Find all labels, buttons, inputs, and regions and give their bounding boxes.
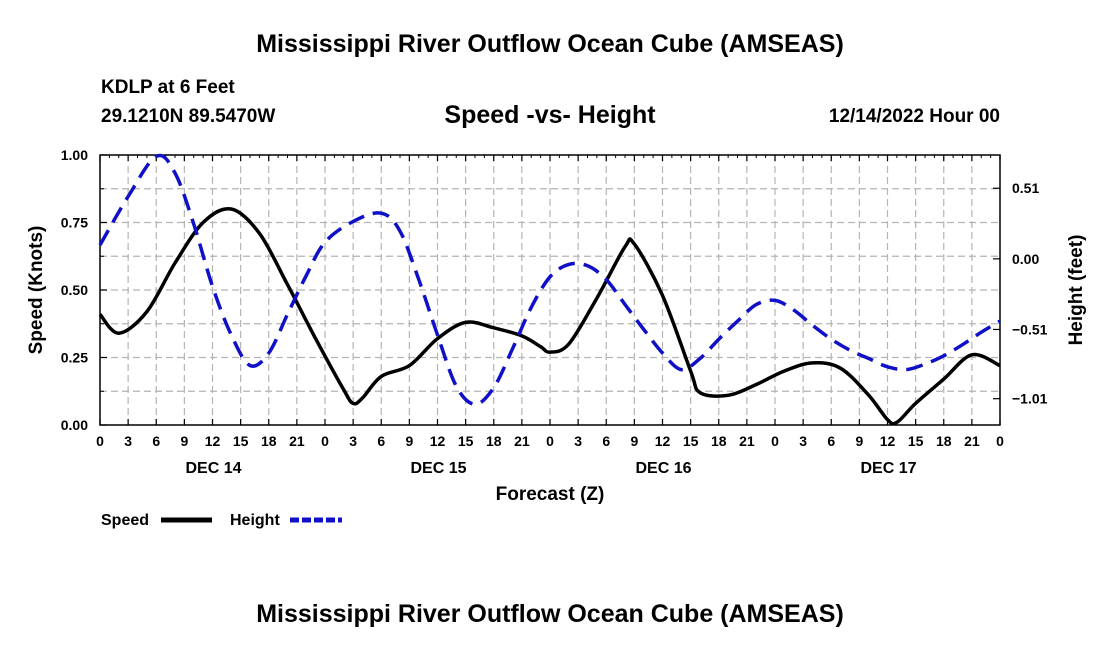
day-label: DEC 16 bbox=[635, 460, 691, 477]
grid-lines bbox=[100, 155, 1000, 425]
x-tick-label: 3 bbox=[574, 433, 582, 449]
y2-tick-label: 0.51 bbox=[1012, 180, 1039, 196]
coordinates-label: 29.1210N 89.5470W bbox=[101, 106, 276, 127]
x-tick-label: 15 bbox=[458, 433, 474, 449]
y-axis-label: Speed (Knots) bbox=[26, 226, 47, 355]
x-axis-label: Forecast (Z) bbox=[496, 484, 605, 505]
legend-speed-label: Speed bbox=[101, 512, 149, 529]
y2-tick-label: −1.01 bbox=[1012, 391, 1048, 407]
x-tick-label: 0 bbox=[546, 433, 554, 449]
x-tick-label: 0 bbox=[996, 433, 1004, 449]
x-tick-label: 18 bbox=[486, 433, 502, 449]
x-tick-label: 21 bbox=[289, 433, 305, 449]
x-tick-label: 15 bbox=[908, 433, 924, 449]
x-tick-label: 12 bbox=[880, 433, 896, 449]
x-tick-label: 18 bbox=[936, 433, 952, 449]
speed-series-line bbox=[98, 206, 1001, 426]
day-label: DEC 15 bbox=[410, 460, 466, 477]
y-tick-label: 0.75 bbox=[61, 215, 88, 231]
x-tick-label: 0 bbox=[96, 433, 104, 449]
x-tick-label: 12 bbox=[430, 433, 446, 449]
y2-axis-label: Height (feet) bbox=[1066, 235, 1087, 346]
y-tick-label: 0.50 bbox=[61, 282, 88, 298]
height-series-line bbox=[98, 153, 1001, 406]
series-lines bbox=[98, 153, 1001, 426]
legend-height-label: Height bbox=[230, 512, 280, 529]
x-tick-label: 9 bbox=[180, 433, 188, 449]
x-tick-label: 6 bbox=[827, 433, 835, 449]
legend: Speed Height bbox=[101, 512, 342, 529]
x-tick-label: 15 bbox=[233, 433, 249, 449]
x-tick-label: 9 bbox=[630, 433, 638, 449]
y-tick-label: 0.25 bbox=[61, 350, 88, 366]
y-tick-label: 0.00 bbox=[61, 417, 88, 433]
x-tick-label: 6 bbox=[602, 433, 610, 449]
x-tick-label: 6 bbox=[152, 433, 160, 449]
x-tick-label: 3 bbox=[799, 433, 807, 449]
x-tick-label: 21 bbox=[964, 433, 980, 449]
page-title: Mississippi River Outflow Ocean Cube (AM… bbox=[256, 30, 844, 58]
day-label: DEC 17 bbox=[860, 460, 916, 477]
chart-title: Speed -vs- Height bbox=[444, 101, 656, 129]
y2-tick-label: 0.00 bbox=[1012, 251, 1039, 267]
x-tick-label: 9 bbox=[855, 433, 863, 449]
y-tick-label: 1.00 bbox=[61, 147, 88, 163]
footer-title: Mississippi River Outflow Ocean Cube (AM… bbox=[256, 600, 844, 628]
x-tick-label: 21 bbox=[514, 433, 530, 449]
station-label: KDLP at 6 Feet bbox=[101, 77, 235, 98]
x-tick-label: 0 bbox=[321, 433, 329, 449]
x-tick-label: 9 bbox=[405, 433, 413, 449]
forecast-datetime: 12/14/2022 Hour 00 bbox=[828, 106, 1000, 127]
x-tick-label: 21 bbox=[739, 433, 755, 449]
day-label: DEC 14 bbox=[185, 460, 241, 477]
x-tick-label: 6 bbox=[377, 433, 385, 449]
axis-ticks: 0 3 6 9 12 15 18 21 0 3 6 9 12 15 18 21 0 3 6 9 12 15 18 21 0 3 6 9… bbox=[61, 147, 1048, 477]
x-tick-label: 12 bbox=[205, 433, 221, 449]
x-tick-label: 3 bbox=[124, 433, 132, 449]
y2-tick-label: −0.51 bbox=[1012, 321, 1048, 337]
x-tick-label: 18 bbox=[711, 433, 727, 449]
x-tick-label: 0 bbox=[771, 433, 779, 449]
x-tick-label: 12 bbox=[655, 433, 671, 449]
x-tick-label: 18 bbox=[261, 433, 277, 449]
x-tick-label: 15 bbox=[683, 433, 699, 449]
x-tick-label: 3 bbox=[349, 433, 357, 449]
